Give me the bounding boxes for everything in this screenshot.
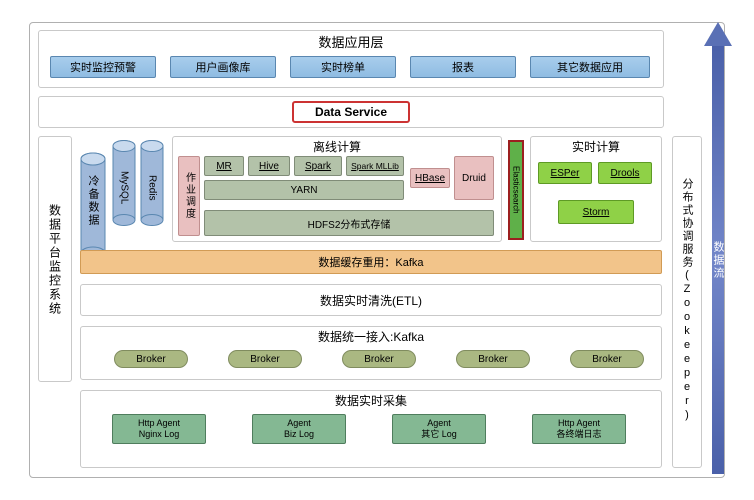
elasticsearch-box: Elasticsearch (508, 140, 524, 240)
data-service-label: Data Service (315, 105, 387, 119)
rt-storm: Storm (558, 200, 634, 224)
broker-3: Broker (456, 350, 530, 368)
agent-3: Http Agent各终端日志 (532, 414, 626, 444)
engine-spark-mllib: Spark MLLib (346, 156, 404, 176)
app-item-1: 用户画像库 (170, 56, 276, 78)
kafka-ingest-title: 数据统一接入:Kafka (80, 328, 662, 344)
agent-2: Agent其它 Log (392, 414, 486, 444)
scheduler-box: 作业调度 (178, 156, 200, 236)
redis-label: Redis (142, 158, 162, 218)
app-item-3: 报表 (410, 56, 516, 78)
zookeeper-label: 分布式协调服务(Zookeeper) (672, 150, 702, 450)
kafka-cache-bar: 数据缓存重用：Kafka (80, 250, 662, 274)
broker-1: Broker (228, 350, 302, 368)
monitor-label: 数据平台监控系统 (38, 150, 72, 370)
rt-drools: Drools (598, 162, 652, 184)
agent-0: Http AgentNginx Log (112, 414, 206, 444)
scheduler-label: 作业调度 (182, 172, 197, 220)
engine-spark: Spark (294, 156, 342, 176)
hdfs-box: HDFS2分布式存储 (204, 210, 494, 236)
broker-4: Broker (570, 350, 644, 368)
agent-1: AgentBiz Log (252, 414, 346, 444)
etl-label: 数据实时清洗(ETL) (320, 292, 422, 309)
rt-esper: ESPer (538, 162, 592, 184)
collect-title: 数据实时采集 (80, 392, 662, 408)
app-item-2: 实时榜单 (290, 56, 396, 78)
cold-backup-label: 冷备数据 (85, 175, 101, 255)
druid-box: Druid (454, 156, 494, 200)
hbase-box: HBase (410, 168, 450, 188)
engine-mr: MR (204, 156, 244, 176)
dataflow-label: 数据流 (712, 200, 724, 320)
data-service-box: Data Service (292, 101, 410, 123)
offline-title: 离线计算 (172, 138, 502, 154)
etl-panel: 数据实时清洗(ETL) (80, 284, 662, 316)
diagram-root: 数据应用层 实时监控预警 用户画像库 实时榜单 报表 其它数据应用 Data S… (0, 0, 754, 500)
app-item-4: 其它数据应用 (530, 56, 650, 78)
realtime-title: 实时计算 (530, 138, 662, 154)
mysql-label: MySQL (114, 158, 134, 218)
app-item-0: 实时监控预警 (50, 56, 156, 78)
broker-2: Broker (342, 350, 416, 368)
application-layer-title: 数据应用层 (38, 32, 664, 50)
yarn-box: YARN (204, 180, 404, 200)
broker-0: Broker (114, 350, 188, 368)
dataflow-arrow-head (704, 22, 732, 46)
engine-hive: Hive (248, 156, 290, 176)
